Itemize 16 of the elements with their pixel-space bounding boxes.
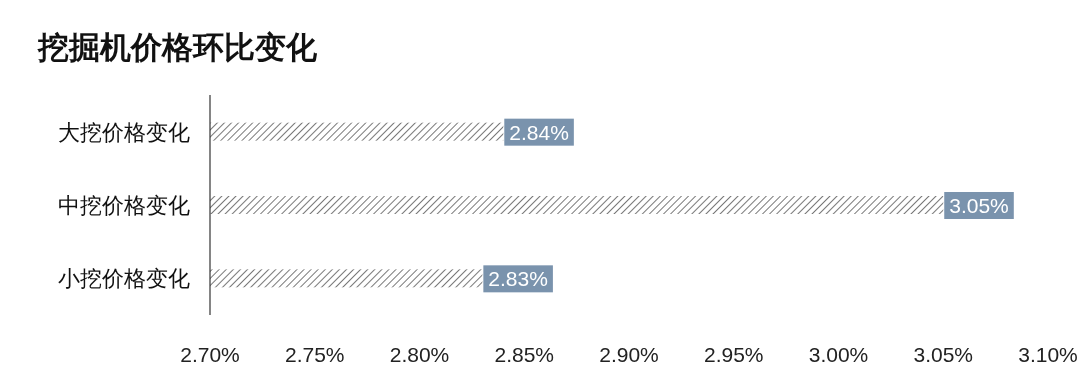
x-tick-label: 2.90% [599,343,659,366]
y-tick-label: 中挖价格变化 [58,193,190,218]
x-tick-label: 2.95% [703,343,764,366]
x-tick-label: 2.85% [494,343,555,366]
x-tick-label: 3.10% [1018,343,1078,366]
y-tick-label: 大挖价格变化 [58,119,190,145]
data-label: 2.84% [509,120,569,144]
x-tick-label: 3.00% [808,343,869,366]
x-tick-label: 2.75% [284,343,345,366]
data-label: 3.05% [949,194,1009,217]
x-tick-label: 2.70% [180,343,240,366]
data-label: 2.83% [488,267,548,291]
chart-title: 挖掘机价格环比变化 [37,30,318,65]
x-tick-label: 2.80% [389,343,450,366]
x-tick-label: 3.05% [913,343,974,366]
y-tick-label: 小挖价格变化 [58,266,190,292]
